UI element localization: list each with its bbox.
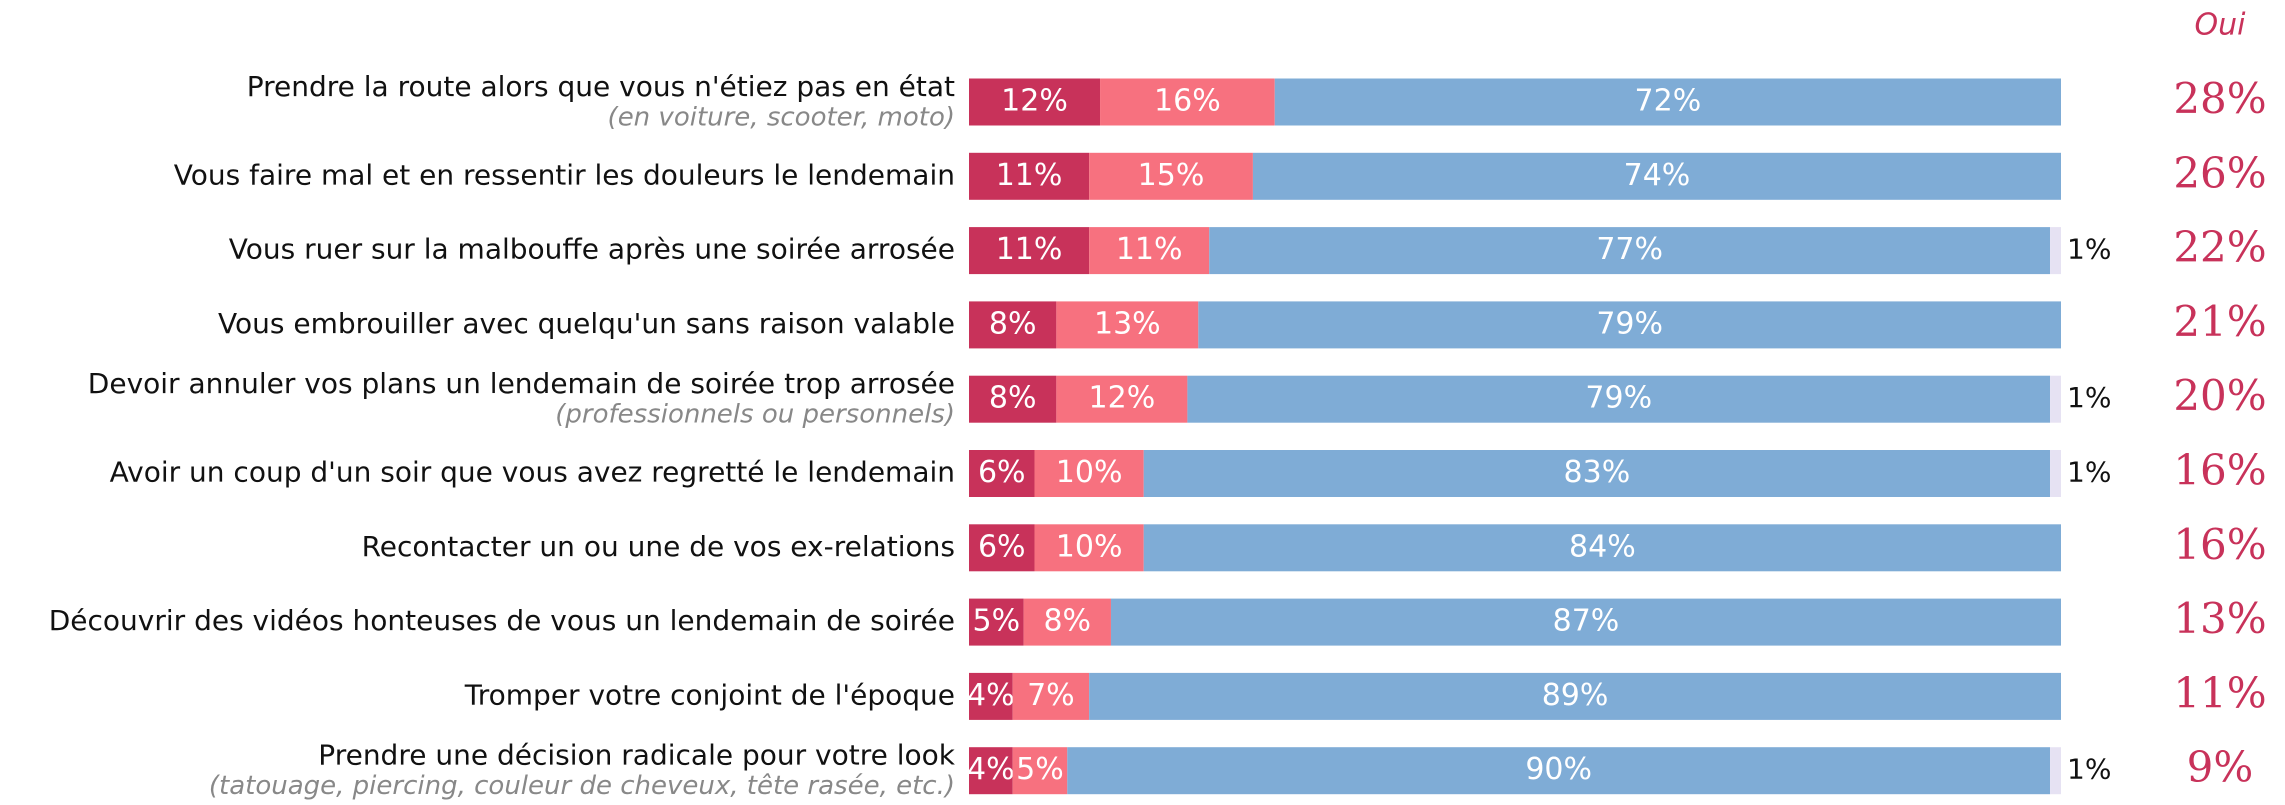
category-note: (en voiture, scooter, moto): [608, 103, 955, 133]
category-label: Prendre une décision radicale pour votre…: [318, 739, 955, 772]
bar-segment: [1012, 747, 1068, 795]
bar-segment: [969, 598, 1024, 646]
total-header: Oui: [2195, 8, 2247, 43]
category-label: Vous embrouiller avec quelqu'un sans rai…: [218, 307, 955, 340]
bar-segment: [1198, 301, 2061, 349]
bar-segment: [1143, 450, 2051, 497]
category-label: Tromper votre conjoint de l'époque: [464, 678, 955, 711]
value-label: 1%: [2067, 753, 2111, 786]
total-label: 21%: [2173, 297, 2266, 346]
total-label: 26%: [2173, 148, 2266, 197]
value-label: 84%: [1569, 529, 1636, 564]
bar-segment: [969, 375, 1057, 423]
bar-segment: [1100, 78, 1275, 126]
bar-segment: [1252, 152, 2061, 200]
value-label: 6%: [978, 529, 1026, 564]
value-label: 4%: [967, 752, 1015, 787]
bar-segment: [1056, 301, 1199, 349]
value-label: 1%: [2067, 456, 2111, 489]
category-label: Recontacter un ou une de vos ex-relation…: [362, 530, 955, 563]
bar-segment: [2050, 450, 2061, 497]
total-label: 20%: [2173, 371, 2266, 420]
value-label: 15%: [1138, 158, 1205, 193]
category-note: (tatouage, piercing, couleur de cheveux,…: [209, 771, 955, 801]
total-label: 11%: [2173, 668, 2266, 717]
category-label: Vous ruer sur la malbouffe après une soi…: [229, 233, 955, 266]
bar-segment: [969, 747, 1013, 795]
bar-segment: [1056, 375, 1188, 423]
value-label: 72%: [1635, 84, 1702, 119]
value-label: 12%: [1001, 84, 1068, 119]
value-label: 5%: [973, 604, 1021, 639]
bar-segment: [2050, 227, 2061, 275]
bar-segment: [969, 450, 1035, 497]
total-label: 16%: [2173, 446, 2266, 495]
value-label: 74%: [1624, 158, 1691, 193]
value-label: 6%: [978, 455, 1026, 490]
category-label: Vous faire mal et en ressentir les doule…: [174, 158, 955, 191]
bar-segment: [1089, 152, 1253, 200]
value-label: 10%: [1056, 455, 1123, 490]
value-label: 87%: [1553, 604, 1620, 639]
value-label: 83%: [1564, 455, 1631, 490]
total-label: 9%: [2187, 743, 2254, 792]
bar-segment: [2050, 747, 2061, 795]
bar-segment: [1274, 78, 2061, 126]
bar-segment: [969, 301, 1057, 349]
value-label: 8%: [989, 381, 1037, 416]
category-label: Devoir annuler vos plans un lendemain de…: [88, 367, 955, 400]
value-label: 7%: [1027, 678, 1075, 713]
value-label: 11%: [996, 232, 1063, 267]
bar-segment: [1023, 598, 1111, 646]
bar-segment: [1034, 450, 1144, 497]
value-label: 79%: [1585, 381, 1652, 416]
total-label: 16%: [2173, 520, 2266, 569]
bar-segment: [969, 78, 1101, 126]
bar-segment: [969, 524, 1035, 572]
category-label: Découvrir des vidéos honteuses de vous u…: [49, 604, 955, 637]
value-label: 12%: [1089, 381, 1156, 416]
value-label: 1%: [2067, 381, 2111, 414]
value-label: 79%: [1596, 306, 1663, 341]
bar-segment: [1143, 524, 2061, 572]
bar-segment: [1209, 227, 2051, 275]
bar-segment: [1034, 524, 1144, 572]
bar-segment: [969, 672, 1013, 720]
bar-segment: [969, 152, 1090, 200]
value-label: 11%: [996, 158, 1063, 193]
value-label: 13%: [1094, 306, 1161, 341]
value-label: 89%: [1542, 678, 1609, 713]
bar-segment: [2050, 375, 2061, 423]
value-label: 1%: [2067, 233, 2111, 266]
value-label: 4%: [967, 678, 1015, 713]
bar-segment: [1110, 598, 2061, 646]
bar-segment: [1012, 672, 1090, 720]
value-label: 90%: [1525, 752, 1592, 787]
value-label: 5%: [1016, 752, 1064, 787]
value-label: 10%: [1056, 529, 1123, 564]
value-label: 8%: [1043, 604, 1091, 639]
bar-segment: [969, 227, 1090, 275]
value-label: 8%: [989, 306, 1037, 341]
category-label: Prendre la route alors que vous n'étiez …: [247, 70, 955, 103]
total-label: 13%: [2173, 594, 2266, 643]
value-label: 16%: [1154, 84, 1221, 119]
total-label: 22%: [2173, 223, 2266, 272]
value-label: 77%: [1596, 232, 1663, 267]
category-label: Avoir un coup d'un soir que vous avez re…: [110, 456, 955, 489]
bar-segment: [1187, 375, 2051, 423]
bar-segment: [1067, 747, 2051, 795]
category-note: (professionnels ou personnels): [555, 400, 955, 430]
value-label: 11%: [1116, 232, 1183, 267]
bar-segment: [1089, 227, 1210, 275]
bar-segment: [1089, 672, 2061, 720]
total-label: 28%: [2173, 74, 2266, 123]
